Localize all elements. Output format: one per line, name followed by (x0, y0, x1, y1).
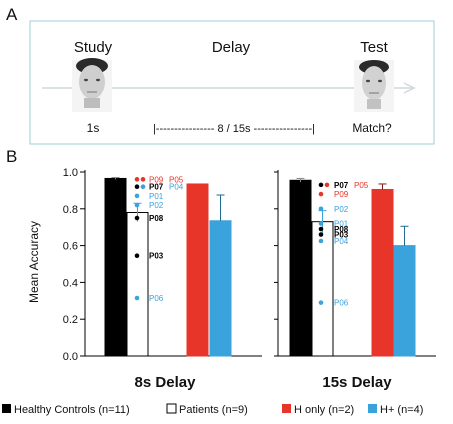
legend-swatch-healthy-controls (2, 404, 11, 413)
bar-h-only (186, 183, 209, 357)
legend-label-h-plus: H+ (n=4) (380, 404, 423, 416)
patient-label-p04: P04 (169, 183, 184, 192)
panel-a-label: A (6, 5, 18, 24)
bar-h- (393, 245, 416, 357)
y-axis-label: Mean Accuracy (27, 221, 41, 303)
x-axis-label: 8s Delay (135, 374, 197, 391)
patient-label-p05: P05 (169, 175, 184, 184)
patient-dot-p05 (140, 177, 146, 182)
patient-dot-p08 (134, 215, 140, 221)
patient-label-p03: P03 (334, 231, 349, 240)
legend-swatch-patients (166, 403, 177, 414)
y-tick-label: 0.8 (63, 204, 78, 216)
patient-dot-p01 (134, 193, 140, 199)
bar-healthy-controls (104, 177, 127, 357)
legend: Healthy Controls (n=11) Patients (n=9) H… (2, 403, 423, 416)
patient-dot-p03 (318, 232, 324, 237)
timeline-arrow-head (403, 82, 416, 94)
patient-label-p06: P06 (149, 294, 164, 303)
legend-label-healthy-controls: Healthy Controls (n=11) (14, 404, 130, 416)
patient-label-p01: P01 (334, 220, 349, 229)
patient-label-p04: P04 (334, 237, 349, 246)
patient-label-p03: P03 (149, 252, 164, 261)
test-label: Test (360, 39, 388, 56)
patient-dot-p05 (324, 182, 330, 188)
patient-label-p07: P07 (334, 181, 349, 190)
patient-label-p07: P07 (149, 183, 164, 192)
patient-label-p06: P06 (334, 299, 349, 308)
patient-label-p08: P08 (334, 225, 349, 234)
legend-label-h-only: H only (n=2) (294, 404, 354, 416)
patient-label-p02: P02 (334, 205, 349, 214)
patient-dot-p09 (318, 191, 324, 197)
study-label: Study (74, 39, 113, 56)
patient-dot-p01 (318, 221, 324, 226)
delay-label: Delay (212, 39, 251, 56)
y-tick-label: 0.0 (63, 351, 78, 363)
y-tick-label: 0.4 (63, 277, 78, 289)
bar-patients (126, 211, 149, 357)
y-tick-label: 0.6 (63, 241, 78, 253)
patient-label-p09: P09 (334, 190, 349, 199)
delay-timeline: |---------------- 8 / 15s --------------… (153, 123, 315, 135)
y-tick-label: 1.0 (63, 167, 78, 179)
bar-h-only (371, 188, 394, 357)
patient-dot-p03 (134, 253, 140, 259)
y-ticks: 0.0 0.2 0.4 0.6 0.8 1.0 (63, 167, 85, 363)
patient-dot-p06 (318, 300, 324, 305)
patient-label-p08: P08 (149, 214, 164, 223)
study-face-image (72, 58, 112, 112)
patient-label-p09: P09 (149, 175, 164, 184)
study-duration: 1s (87, 121, 100, 135)
bar-healthy-controls (289, 179, 312, 357)
patient-dot-p06 (134, 295, 140, 301)
y-tick-label: 0.2 (63, 314, 78, 326)
bar-h- (209, 220, 232, 357)
patient-dot-p02 (134, 202, 140, 208)
patient-dot-p09 (134, 177, 140, 182)
legend-label-patients: Patients (n=9) (179, 404, 248, 416)
x-axis-label: 15s Delay (322, 374, 392, 391)
panel-b-label: B (6, 147, 17, 166)
patient-dot-p08 (318, 226, 324, 232)
patient-label-p01: P01 (149, 192, 164, 201)
patient-label-p02: P02 (149, 201, 164, 210)
patient-dot-p04 (140, 184, 146, 190)
legend-swatch-h-plus (368, 404, 377, 413)
patient-label-p05: P05 (354, 181, 369, 190)
patient-dot-p04 (318, 238, 324, 244)
test-prompt: Match? (352, 121, 392, 135)
patient-dot-p07 (318, 182, 324, 188)
test-face-image (354, 60, 394, 112)
patient-dot-p07 (134, 184, 140, 190)
patient-dot-p02 (318, 206, 324, 212)
legend-swatch-h-only (282, 404, 291, 413)
